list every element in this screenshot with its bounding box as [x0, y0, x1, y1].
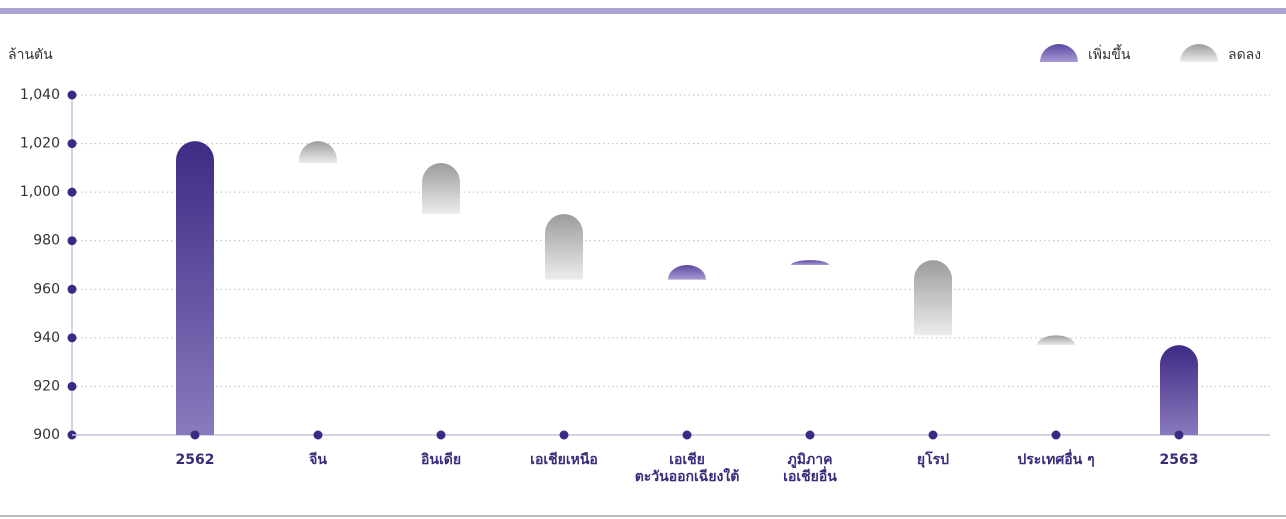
y-tick-label: 1,020: [20, 136, 60, 152]
top-band: [0, 8, 1286, 14]
bar: [422, 163, 460, 214]
bar: [791, 260, 829, 265]
bar: [1037, 335, 1075, 346]
x-tick-label: จีน: [309, 452, 327, 468]
x-tick-dot: [1051, 430, 1061, 440]
bar: [176, 141, 214, 435]
x-tick-label: อินเดีย: [420, 452, 462, 468]
x-tick-dot: [190, 430, 200, 440]
y-tick-label: 960: [33, 281, 60, 297]
x-tick-label: เอเชีย ตะวันออกเฉียงใต้: [634, 452, 740, 485]
y-tick-dot: [67, 90, 77, 100]
y-tick-label: 1,000: [20, 184, 60, 200]
y-axis-label: ล้านตัน: [8, 47, 53, 63]
x-tick-label: 2562: [175, 452, 215, 468]
legend-swatch: [1180, 44, 1218, 62]
y-tick-label: 980: [33, 233, 60, 249]
y-tick-dot: [67, 187, 77, 197]
x-tick-label: 2563: [1159, 452, 1199, 468]
x-tick-dot: [805, 430, 815, 440]
x-tick-dot: [559, 430, 569, 440]
y-tick-dot: [67, 284, 77, 294]
x-tick-dot: [928, 430, 938, 440]
y-tick-dot: [67, 236, 77, 246]
bar: [1160, 345, 1198, 435]
x-tick-dot: [1174, 430, 1184, 440]
x-tick-dot: [682, 430, 692, 440]
bar: [914, 260, 952, 336]
bar: [668, 265, 706, 280]
x-tick-label: ประเทศอื่น ๆ: [1017, 452, 1095, 468]
y-tick-label: 1,040: [20, 87, 60, 103]
y-tick-dot: [67, 333, 77, 343]
y-tick-label: 920: [33, 378, 60, 394]
y-tick-label: 940: [33, 330, 60, 346]
x-tick-label: ยุโรป: [916, 452, 950, 468]
y-tick-dot: [67, 139, 77, 149]
y-tick-dot: [67, 381, 77, 391]
legend-label: ลดลง: [1228, 47, 1261, 63]
legend-label: เพิ่มขึ้น: [1088, 44, 1131, 63]
x-tick-dot: [313, 430, 323, 440]
y-tick-label: 900: [33, 427, 60, 443]
x-tick-label: ภูมิภาค เอเชียอื่น: [783, 452, 837, 485]
x-tick-label: เอเชียเหนือ: [530, 452, 598, 468]
x-tick-dot: [436, 430, 446, 440]
bar: [545, 214, 583, 280]
legend-swatch: [1040, 44, 1078, 62]
bar: [299, 141, 337, 163]
